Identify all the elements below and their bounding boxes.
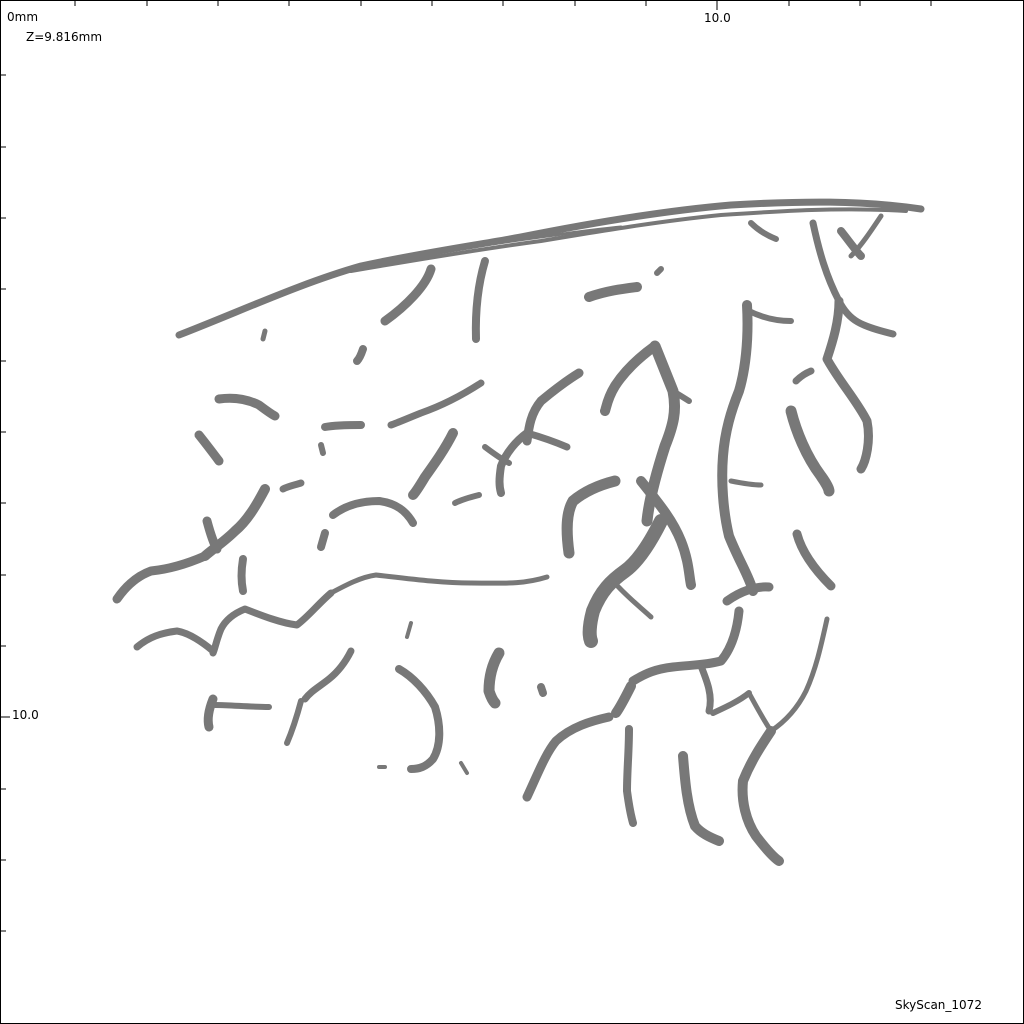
x-scale-label: 10.0 xyxy=(704,11,731,25)
y-scale-label: 10.0 xyxy=(12,708,39,722)
z-position-label: Z=9.816mm xyxy=(26,30,103,44)
scale-origin-label: 0mm xyxy=(7,10,39,24)
scale-ticks xyxy=(1,1,932,932)
trabecular-bone-structure xyxy=(112,198,925,866)
scanner-brand-label: SkyScan_1072 xyxy=(895,998,982,1012)
